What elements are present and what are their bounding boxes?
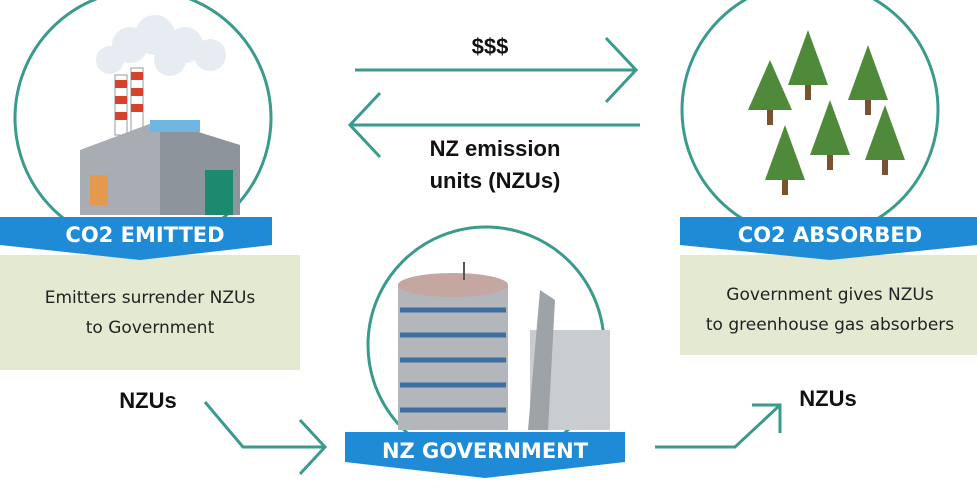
government-building-illustration: [368, 227, 610, 463]
banner-label: CO2 EMITTED: [65, 223, 224, 247]
diagram: $$$ NZ emission units (NZUs) CO2 EMITTED…: [0, 0, 977, 489]
factory-illustration: [15, 0, 271, 246]
money-label: $$$: [472, 34, 509, 59]
description: to greenhouse gas absorbers: [706, 315, 954, 335]
description: Government gives NZUs: [726, 285, 934, 305]
units-label: units (NZUs): [430, 168, 561, 193]
banner-label: NZ GOVERNMENT: [382, 439, 589, 463]
units-label: NZ emission: [430, 136, 561, 161]
banner-label: CO2 ABSORBED: [738, 223, 922, 247]
description: Emitters surrender NZUs: [45, 288, 256, 308]
flow-label: NZUs: [119, 388, 176, 413]
flow-label: NZUs: [799, 386, 856, 411]
trees-illustration: [682, 0, 938, 238]
description: to Government: [86, 318, 215, 338]
